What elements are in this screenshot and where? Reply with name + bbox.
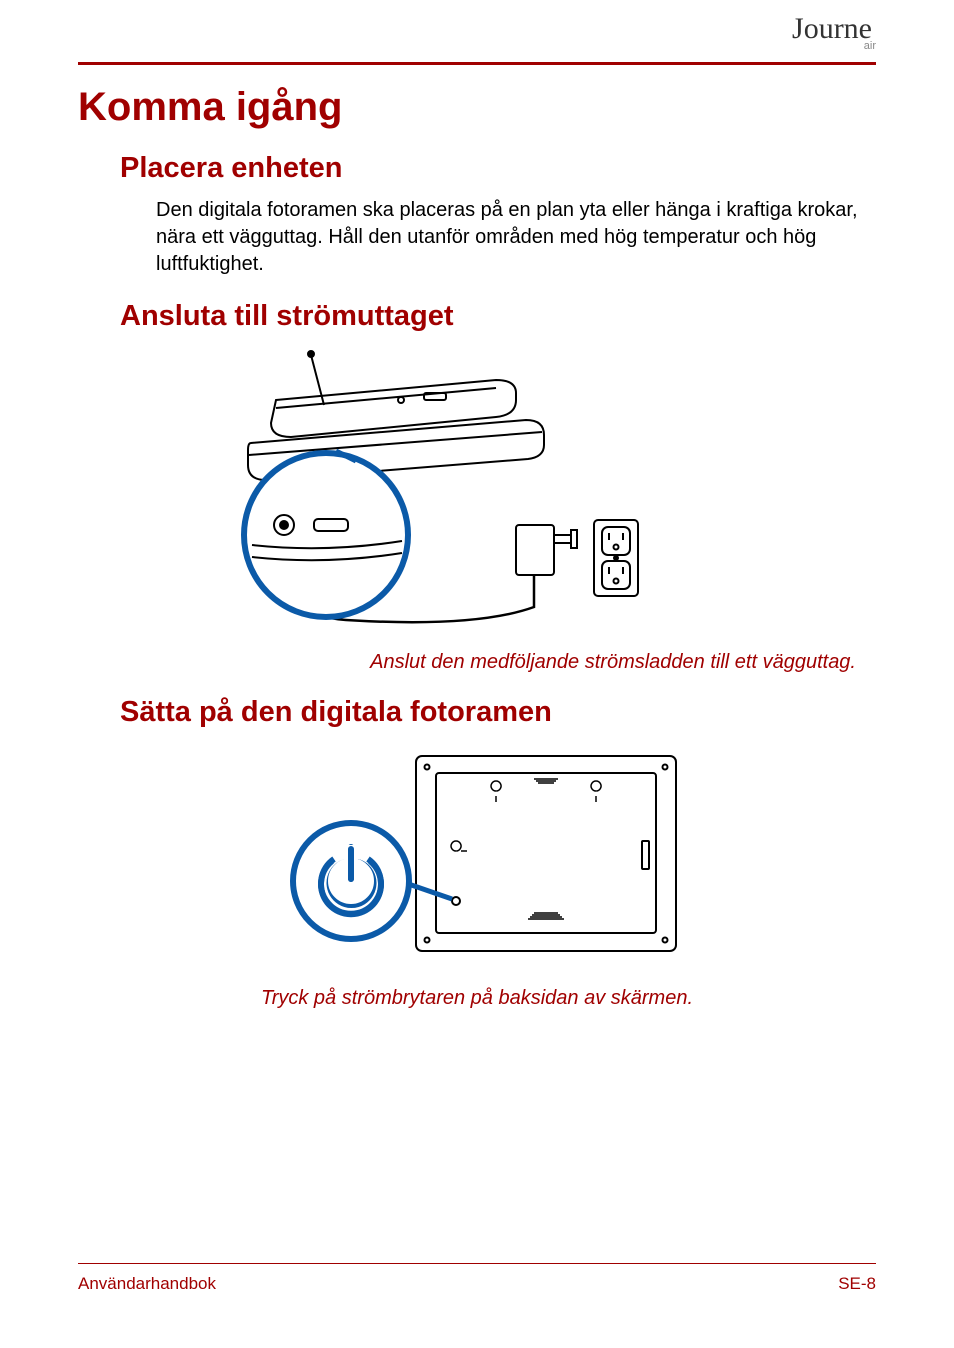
caption-power: Anslut den medföljande strömsladden till… xyxy=(156,651,876,674)
page-footer: Användarhandbok SE-8 xyxy=(78,1263,876,1295)
placement-paragraph: Den digitala fotoramen ska placeras på e… xyxy=(156,197,866,278)
brand-logo: Journe xyxy=(792,14,872,44)
figure-power-connection xyxy=(156,345,876,645)
page-title: Komma igång xyxy=(78,85,876,130)
footer-right: SE-8 xyxy=(838,1274,876,1294)
section-heading-power: Ansluta till strömuttaget xyxy=(120,300,876,333)
caption-turnon: Tryck på strömbrytaren på baksidan av sk… xyxy=(78,987,876,1010)
brand-logo-sub: air xyxy=(864,40,876,52)
figure-power-button xyxy=(156,741,876,981)
footer-rule xyxy=(78,1263,876,1265)
section-heading-turnon: Sätta på den digitala fotoramen xyxy=(120,696,876,729)
header-rule xyxy=(78,62,876,65)
section-heading-placement: Placera enheten xyxy=(120,152,876,185)
footer-left: Användarhandbok xyxy=(78,1274,216,1294)
